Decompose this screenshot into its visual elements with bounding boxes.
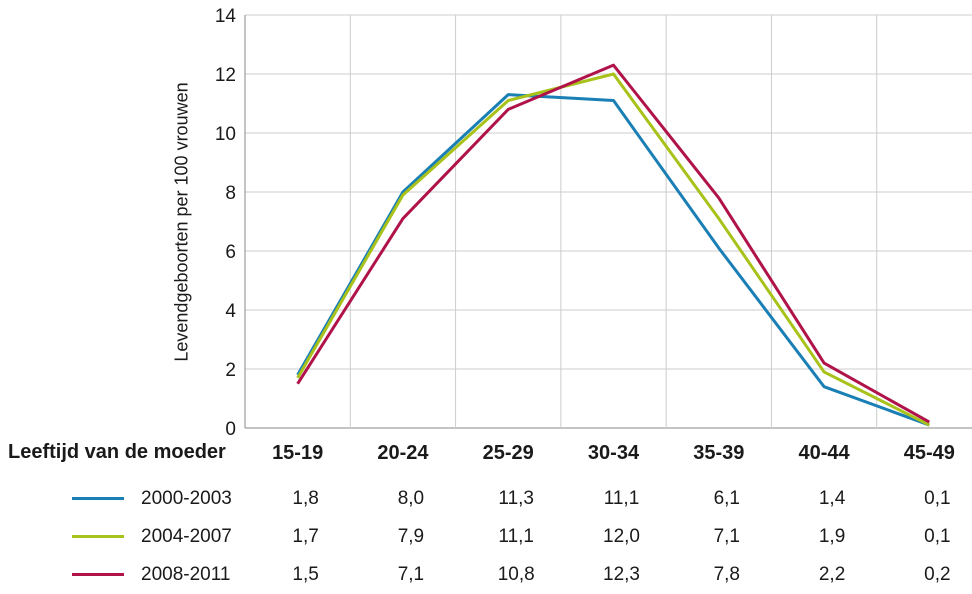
- y-tick-label: 8: [225, 183, 236, 204]
- data-label: 6,1: [713, 488, 740, 509]
- table-row: 2000-2003 1,8 8,0 11,3 11,1 6,1 1,4 0,1: [0, 484, 972, 512]
- series-line-2004-2007: [296, 72, 931, 427]
- x-tick-label: 15-19: [272, 442, 323, 464]
- y-tick-label: 10: [215, 124, 236, 145]
- grid-lines: [244, 14, 972, 429]
- data-label: 1,8: [292, 488, 319, 509]
- data-label: 7,9: [397, 526, 425, 547]
- legend-swatch: [72, 573, 124, 576]
- data-label: 11,1: [603, 488, 640, 509]
- y-tick-label: 2: [225, 360, 236, 381]
- data-label: 1,7: [292, 526, 319, 547]
- x-axis-label: Leeftijd van de moeder: [8, 441, 226, 463]
- data-label: 2,2: [818, 564, 846, 585]
- data-label: 1,5: [292, 564, 319, 585]
- y-tick-label: 0: [225, 419, 236, 440]
- series-name: 2008-2011: [141, 564, 231, 585]
- y-axis-label: Levendgeboorten per 100 vrouwen: [171, 82, 192, 362]
- x-tick-label: 20-24: [377, 442, 429, 464]
- series-name: 2000-2003: [141, 488, 232, 509]
- data-label: 7,1: [713, 526, 740, 547]
- data-label: 1,4: [818, 488, 846, 509]
- series-line-2000-2003: [296, 93, 930, 427]
- data-label: 1,9: [818, 526, 846, 547]
- data-label: 8,0: [397, 488, 425, 509]
- legend-swatch: [72, 535, 124, 538]
- table-row: 2004-2007 1,7 7,9 11,1 12,0 7,1 1,9 0,1: [0, 522, 972, 550]
- y-tick-label: 14: [215, 6, 237, 27]
- legend-swatch: [72, 497, 124, 500]
- data-label: 12,0: [603, 526, 640, 547]
- y-tick-label: 6: [225, 242, 236, 263]
- y-tick-labels: 0 2 4 6 8 10 12 14: [215, 6, 237, 440]
- data-label: 10,8: [497, 564, 535, 585]
- x-tick-label: 30-34: [588, 442, 640, 464]
- series-line-2008-2011: [296, 63, 931, 424]
- y-tick-label: 12: [215, 65, 236, 86]
- x-tick-label: 35-39: [693, 442, 744, 464]
- data-label: 7,8: [713, 564, 740, 585]
- data-label: 11,3: [498, 488, 534, 509]
- table-row: 2008-2011 1,5 7,1 10,8 12,3 7,8 2,2 0,2: [0, 560, 972, 588]
- series-lines: [296, 63, 931, 427]
- data-label: 0,2: [924, 564, 951, 585]
- y-tick-label: 4: [225, 301, 236, 322]
- x-tick-label: 40-44: [798, 442, 850, 464]
- data-label: 11,1: [498, 526, 534, 547]
- x-tick-label: 45-49: [904, 442, 955, 464]
- data-label: 0,1: [924, 488, 951, 509]
- series-name: 2004-2007: [141, 526, 232, 547]
- data-label: 7,1: [397, 564, 425, 585]
- x-tick-labels: 15-19 20-24 25-29 30-34 35-39 40-44 45-49: [272, 442, 955, 464]
- data-label: 12,3: [603, 564, 640, 585]
- data-label: 0,1: [924, 526, 951, 547]
- x-tick-label: 25-29: [483, 442, 534, 464]
